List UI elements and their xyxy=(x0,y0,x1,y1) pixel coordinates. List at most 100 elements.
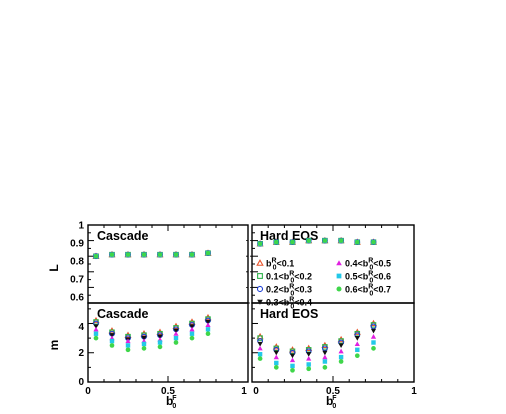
data-point xyxy=(322,350,328,356)
data-point xyxy=(273,365,279,370)
xtick-label-left-0.5: 0.5 xyxy=(161,386,175,397)
data-point xyxy=(189,335,195,341)
legend-entry: 0.3<bR 0<0.4 xyxy=(257,297,312,311)
legend-marker xyxy=(257,273,263,279)
legend-label: 0.6<bR 0<0.7 xyxy=(345,284,391,298)
legend-marker xyxy=(336,260,342,266)
panel-3-points xyxy=(256,319,378,373)
data-point xyxy=(371,340,376,345)
data-point xyxy=(257,356,263,361)
panel-1-points xyxy=(256,236,378,247)
xtick-label-right-0: 0 xyxy=(253,386,259,397)
legend-label: 0.5<bR 0<0.6 xyxy=(345,271,391,285)
data-point xyxy=(370,323,377,330)
data-point xyxy=(274,360,279,366)
data-point xyxy=(205,327,211,332)
data-point xyxy=(157,344,163,350)
data-point xyxy=(93,335,99,341)
data-point xyxy=(371,346,376,351)
legend-marker xyxy=(256,259,264,266)
data-point xyxy=(93,326,99,332)
data-point xyxy=(354,239,360,245)
legend-label: bR 0<0.1 xyxy=(266,258,294,272)
data-point xyxy=(93,253,99,259)
ytick-label-m-2: 2 xyxy=(78,348,84,359)
data-point xyxy=(157,340,163,345)
data-point xyxy=(109,343,115,348)
data-point xyxy=(290,367,295,373)
data-point xyxy=(141,346,147,351)
data-point xyxy=(338,354,344,360)
data-point xyxy=(189,252,195,257)
legend: bR 0<0.10.1<bR 0<0.20.2<bR 0<0.30.3<bR 0<0.4… xyxy=(256,258,391,311)
data-point xyxy=(338,343,344,349)
data-point xyxy=(205,322,211,328)
data-point xyxy=(306,362,311,367)
data-point xyxy=(125,252,131,257)
axis-ticks xyxy=(88,225,399,382)
data-point xyxy=(189,326,195,332)
data-point xyxy=(157,252,163,257)
panel-0-points xyxy=(92,249,212,260)
xtick-label-right-1: 1 xyxy=(411,386,417,397)
data-point xyxy=(93,324,99,330)
xtick-label-left-1: 1 xyxy=(241,386,247,397)
data-point xyxy=(338,238,344,243)
legend-entry: 0.4<bR 0<0.5 xyxy=(336,258,391,272)
data-point xyxy=(322,359,328,364)
data-point xyxy=(290,363,295,369)
data-point xyxy=(306,355,312,361)
data-point xyxy=(141,252,147,257)
data-point xyxy=(109,252,115,257)
data-point xyxy=(338,359,344,364)
y-axis-label-m: m xyxy=(47,340,61,351)
data-point xyxy=(141,341,147,347)
ytick-label-L-0.7: 0.7 xyxy=(70,275,84,286)
data-point xyxy=(173,331,179,336)
data-point xyxy=(257,341,263,347)
data-point xyxy=(173,335,179,341)
ytick-label-L-0.8: 0.8 xyxy=(70,257,84,268)
data-point xyxy=(257,351,263,357)
data-point xyxy=(273,350,279,356)
legend-label: 0.3<bR 0<0.4 xyxy=(266,297,312,311)
data-point xyxy=(257,241,263,247)
legend-entry: 0.2<bR 0<0.3 xyxy=(256,284,312,298)
data-point xyxy=(157,334,163,340)
data-point xyxy=(93,331,99,336)
data-point xyxy=(109,333,115,338)
data-point xyxy=(125,338,131,344)
xtick-label-left-0: 0 xyxy=(85,386,91,397)
data-point xyxy=(354,341,360,347)
data-point xyxy=(322,365,328,370)
data-point xyxy=(125,343,131,348)
data-point xyxy=(257,345,263,351)
data-point xyxy=(205,331,211,337)
ytick-label-m-0: 0 xyxy=(78,377,84,388)
data-point xyxy=(338,348,344,354)
legend-entry: 0.5<bR 0<0.6 xyxy=(336,271,391,285)
legend-marker xyxy=(336,273,342,279)
data-point xyxy=(173,328,179,334)
data-point xyxy=(109,338,115,344)
data-point xyxy=(290,239,295,245)
legend-entry: 0.6<bR 0<0.7 xyxy=(336,284,391,298)
data-point xyxy=(306,238,312,243)
data-point xyxy=(205,319,211,325)
ytick-label-m-4: 4 xyxy=(78,322,84,333)
data-point xyxy=(354,353,360,359)
data-point xyxy=(322,354,328,360)
ytick-label-L-0.6: 0.6 xyxy=(70,293,84,304)
legend-marker xyxy=(257,299,263,305)
legend-label: 0.1<bR 0<0.2 xyxy=(266,271,312,285)
y-axis-label-L: L xyxy=(47,264,61,271)
data-point xyxy=(370,334,377,339)
data-point xyxy=(125,347,131,353)
panel-title-bottom-left: Cascade xyxy=(97,307,148,321)
legend-entry: 0.1<bR 0<0.2 xyxy=(257,271,312,285)
legend-label: 0.2<bR 0<0.3 xyxy=(266,284,312,298)
data-point xyxy=(273,239,279,245)
xtick-label-right-0.5: 0.5 xyxy=(326,386,340,397)
data-point xyxy=(371,239,376,245)
data-point xyxy=(205,250,211,256)
